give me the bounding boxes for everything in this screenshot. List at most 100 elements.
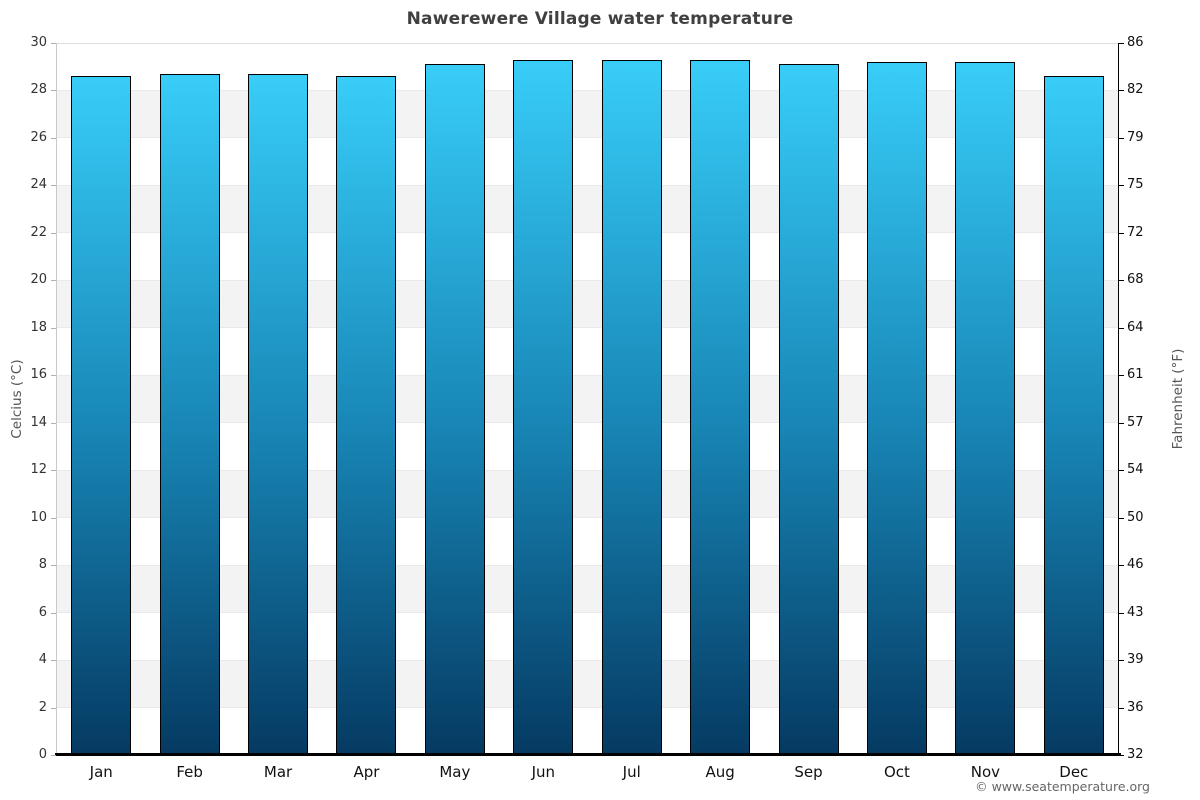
y-axis-left-tick: [51, 660, 56, 662]
grid-band: [57, 565, 1118, 613]
x-axis-label-jun: Jun: [531, 763, 555, 781]
y-axis-left-tick: [51, 422, 56, 424]
y-axis-right-tick-label: 50: [1127, 509, 1144, 525]
y-axis-right-tick: [1119, 137, 1124, 139]
y-axis-left-tick: [51, 707, 56, 709]
grid-band: [57, 185, 1118, 233]
y-axis-right-tick-label: 86: [1127, 35, 1144, 50]
x-axis-label-apr: Apr: [353, 763, 380, 781]
y-axis-right-tick: [1119, 185, 1124, 187]
y-axis-left-tick: [51, 565, 56, 567]
x-axis-label-sep: Sep: [794, 763, 823, 781]
y-axis-right-tick: [1119, 755, 1124, 756]
x-axis-line: [55, 753, 1121, 756]
bar-sep: [778, 64, 839, 755]
grid-band: [57, 280, 1118, 328]
x-axis-label-nov: Nov: [970, 763, 1001, 781]
y-axis-right-tick: [1119, 612, 1124, 614]
y-axis-left-tick: [51, 612, 56, 614]
y-axis-left-tick-label: 0: [38, 747, 47, 762]
y-axis-left-tick-label: 12: [30, 462, 47, 478]
y-axis-left-tick-label: 6: [38, 604, 47, 620]
y-axis-right-tick-label: 64: [1127, 319, 1144, 335]
plot-top-border: [57, 43, 1118, 44]
y-axis-right-tick-label: 75: [1127, 177, 1144, 193]
y-axis-right-tick: [1119, 422, 1124, 424]
x-axis-label-jul: Jul: [622, 763, 641, 781]
copyright-link[interactable]: © www.seatemperature.org: [975, 779, 1150, 794]
x-axis-label-may: May: [439, 763, 471, 781]
y-axis-right-tick-label: 57: [1127, 414, 1144, 430]
y-axis-left-tick: [51, 137, 56, 139]
y-axis-right-tick-label: 61: [1127, 367, 1144, 383]
y-axis-left-tick: [51, 232, 56, 234]
y-axis-right-tick-label: 79: [1127, 129, 1144, 145]
y-axis-left-tick: [51, 755, 56, 756]
y-axis-left-tick-label: 2: [38, 699, 47, 715]
y-axis-right-tick: [1119, 565, 1124, 567]
y-axis-right-tick-label: 54: [1127, 462, 1144, 478]
x-axis-label-feb: Feb: [176, 763, 203, 781]
y-axis-left-tick-label: 14: [30, 414, 47, 430]
grid-band: [57, 470, 1118, 518]
y-axis-right-tick-label: 36: [1127, 699, 1144, 715]
y-axis-right-tick-label: 43: [1127, 604, 1144, 620]
y-axis-left-tick-label: 22: [30, 224, 47, 240]
y-axis-right-tick: [1119, 517, 1124, 519]
chart-title: Nawerewere Village water temperature: [406, 9, 794, 29]
y-axis-left-tick-label: 20: [30, 272, 47, 288]
y-axis-right-title: Fahrenheit (°F): [1170, 348, 1186, 450]
plot-area: [57, 43, 1118, 755]
grid-band: [57, 660, 1118, 708]
y-axis-right-tick: [1119, 90, 1124, 92]
y-axis-left-tick-label: 18: [30, 319, 47, 335]
y-axis-left-tick: [51, 185, 56, 187]
y-axis-right-tick: [1119, 280, 1124, 282]
y-axis-left-tick: [51, 43, 56, 44]
x-axis-label-aug: Aug: [705, 763, 735, 781]
bar-apr: [336, 76, 397, 755]
bar-nov: [955, 62, 1016, 755]
bar-oct: [866, 62, 927, 755]
y-axis-right-tick-label: 39: [1127, 652, 1144, 668]
y-axis-left-title: Celcius (°C): [9, 359, 25, 439]
bar-jun: [513, 59, 574, 755]
y-axis-left-tick: [51, 375, 56, 377]
bar-mar: [248, 73, 309, 755]
x-axis-label-jan: Jan: [89, 763, 113, 781]
y-axis-right-tick: [1119, 707, 1124, 709]
y-axis-right-tick-label: 72: [1127, 224, 1144, 240]
y-axis-right-tick: [1119, 470, 1124, 472]
bar-dec: [1043, 76, 1104, 755]
bar-may: [424, 64, 485, 755]
y-axis-right-tick-label: 46: [1127, 557, 1144, 573]
y-axis-right-tick: [1119, 43, 1124, 44]
y-axis-left-line: [56, 43, 57, 755]
y-axis-left-tick-label: 16: [30, 367, 47, 383]
y-axis-right-tick: [1119, 660, 1124, 662]
y-axis-right-tick-label: 68: [1127, 272, 1144, 288]
y-axis-left-tick: [51, 327, 56, 329]
y-axis-left-tick-label: 8: [38, 557, 47, 573]
y-axis-right-line: [1118, 43, 1119, 755]
y-axis-left-tick: [51, 470, 56, 472]
bar-aug: [690, 59, 751, 755]
y-axis-right-tick-label: 32: [1127, 747, 1144, 762]
y-axis-right-tick: [1119, 232, 1124, 234]
x-axis-label-oct: Oct: [883, 763, 910, 781]
y-axis-right-tick: [1119, 327, 1124, 329]
y-axis-left-tick-label: 4: [38, 652, 47, 668]
bar-jul: [601, 59, 662, 755]
y-axis-left-tick-label: 26: [30, 129, 47, 145]
x-axis-label-mar: Mar: [263, 763, 293, 781]
y-axis-left-tick-label: 30: [30, 35, 47, 50]
y-axis-left-tick: [51, 90, 56, 92]
bar-jan: [71, 76, 132, 755]
y-axis-left-tick-label: 24: [30, 177, 47, 193]
x-axis-label-dec: Dec: [1059, 763, 1089, 781]
grid-band: [57, 90, 1118, 138]
y-axis-left-tick: [51, 517, 56, 519]
y-axis-right-tick-label: 82: [1127, 82, 1144, 98]
y-axis-left-tick: [51, 280, 56, 282]
